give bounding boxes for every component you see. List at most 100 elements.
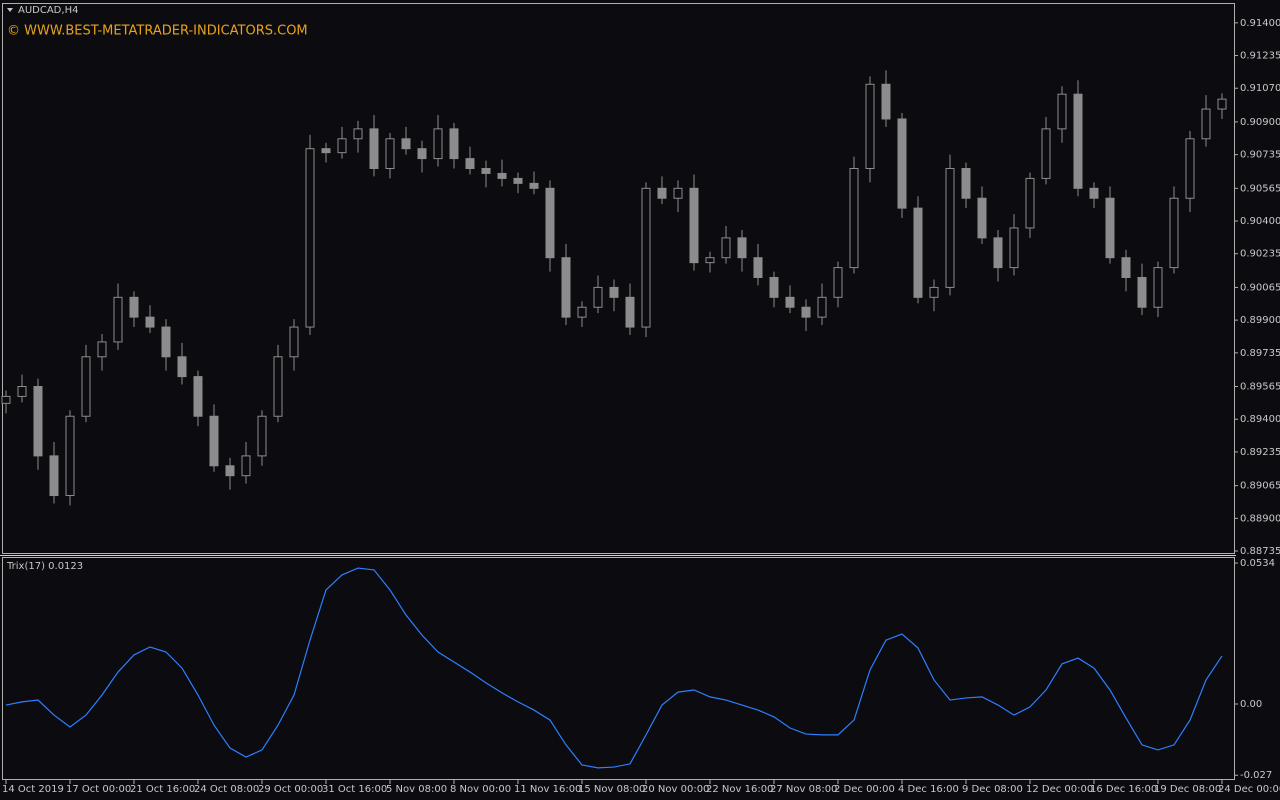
candle-body <box>289 326 299 358</box>
time-label: 29 Oct 00:00 <box>258 784 323 795</box>
y-tick-label: 0.0534 <box>1240 558 1275 569</box>
candle-body <box>321 148 331 154</box>
candle-body <box>1073 93 1083 189</box>
candle-body <box>545 187 555 259</box>
candle-body <box>97 341 107 358</box>
y-tick-label: 0.89565 <box>1240 382 1280 393</box>
candle-body <box>1009 227 1019 269</box>
indicator-pane-frame <box>2 557 1235 780</box>
candle-body <box>881 83 891 120</box>
candle-body <box>497 172 507 179</box>
candle-body <box>721 237 731 259</box>
candle-body <box>913 207 923 298</box>
candle-body <box>673 187 683 199</box>
candle-body <box>369 128 379 170</box>
candle-body <box>145 316 155 328</box>
candle-body <box>225 465 235 477</box>
candle-body <box>689 187 699 264</box>
candle-body <box>625 296 635 328</box>
candle-body <box>961 168 971 199</box>
y-tick-label: 0.89065 <box>1240 481 1280 492</box>
y-tick-label: 0.89735 <box>1240 348 1280 359</box>
candle-body <box>49 455 59 497</box>
time-label: 9 Dec 08:00 <box>962 784 1023 795</box>
y-tick-label: 0.90735 <box>1240 150 1280 161</box>
candle-body <box>1041 128 1051 179</box>
candle-body <box>785 296 795 308</box>
price-pane-frame <box>2 3 1235 554</box>
time-label: 15 Nov 08:00 <box>578 784 645 795</box>
candle-body <box>433 128 443 160</box>
candle-body <box>817 296 827 318</box>
time-label: 5 Nov 08:00 <box>386 784 447 795</box>
candle-body <box>1105 197 1115 259</box>
y-tick-label: 0.88735 <box>1240 546 1280 557</box>
candle-body <box>577 306 587 318</box>
candle-body <box>609 286 619 298</box>
time-label: 31 Oct 16:00 <box>322 784 387 795</box>
candle-body <box>1025 177 1035 229</box>
candle-body <box>161 326 171 358</box>
candle-body <box>1057 93 1067 130</box>
candle-body <box>17 386 27 397</box>
candle-body <box>513 177 523 184</box>
time-label: 20 Nov 00:00 <box>642 784 709 795</box>
candle-body <box>657 187 667 199</box>
candle-body <box>241 455 251 477</box>
candle-body <box>481 168 491 174</box>
time-label: 8 Nov 00:00 <box>450 784 511 795</box>
candle-body <box>33 386 43 457</box>
candle-body <box>337 138 347 154</box>
candle-body <box>417 148 427 160</box>
y-tick-label: 0.91400 <box>1240 18 1280 29</box>
candle-body <box>401 138 411 150</box>
candle-body <box>705 257 715 264</box>
time-label: 17 Oct 00:00 <box>66 784 131 795</box>
time-label: 12 Dec 00:00 <box>1026 784 1093 795</box>
candle-body <box>209 415 219 467</box>
time-label: 14 Oct 2019 <box>2 784 64 795</box>
candle-body <box>993 237 1003 269</box>
candle-body <box>449 128 459 160</box>
candle-body <box>897 118 907 209</box>
candle-body <box>1153 267 1163 308</box>
candle-body <box>769 277 779 298</box>
y-tick-label: 0.89400 <box>1240 414 1280 425</box>
time-label: 19 Dec 08:00 <box>1154 784 1221 795</box>
candle-body <box>929 286 939 298</box>
candle-body <box>849 168 859 269</box>
candle-body <box>753 257 763 279</box>
candle-body <box>1169 197 1179 269</box>
y-tick-label: 0.00 <box>1240 699 1262 710</box>
candle-body <box>561 257 571 318</box>
time-label: 24 Dec 00:00 <box>1218 784 1280 795</box>
candle-body <box>865 83 875 170</box>
candle-body <box>1137 277 1147 308</box>
time-label: 27 Nov 08:00 <box>770 784 837 795</box>
candle-body <box>1121 257 1131 279</box>
candle-body <box>1217 98 1227 110</box>
y-tick-label: 0.89900 <box>1240 315 1280 326</box>
y-tick-label: -0.027 <box>1240 770 1272 781</box>
y-tick-label: 0.90400 <box>1240 216 1280 227</box>
menu-triangle[interactable] <box>7 8 13 12</box>
candle-body <box>113 296 123 343</box>
candle-body <box>353 128 363 140</box>
time-label: 2 Dec 00:00 <box>834 784 895 795</box>
time-label: 24 Oct 08:00 <box>194 784 259 795</box>
candle-body <box>1 395 11 404</box>
candle-body <box>1089 187 1099 199</box>
candle-body <box>801 306 811 318</box>
candle-body <box>529 182 539 189</box>
candle-body <box>977 197 987 239</box>
candle-body <box>177 356 187 378</box>
candle-body <box>385 138 395 170</box>
candle-body <box>1185 138 1195 199</box>
candle-body <box>129 296 139 318</box>
candle-body <box>593 286 603 308</box>
candle-body <box>641 187 651 328</box>
y-tick-label: 0.91070 <box>1240 83 1280 94</box>
indicator-line <box>5 567 1223 769</box>
